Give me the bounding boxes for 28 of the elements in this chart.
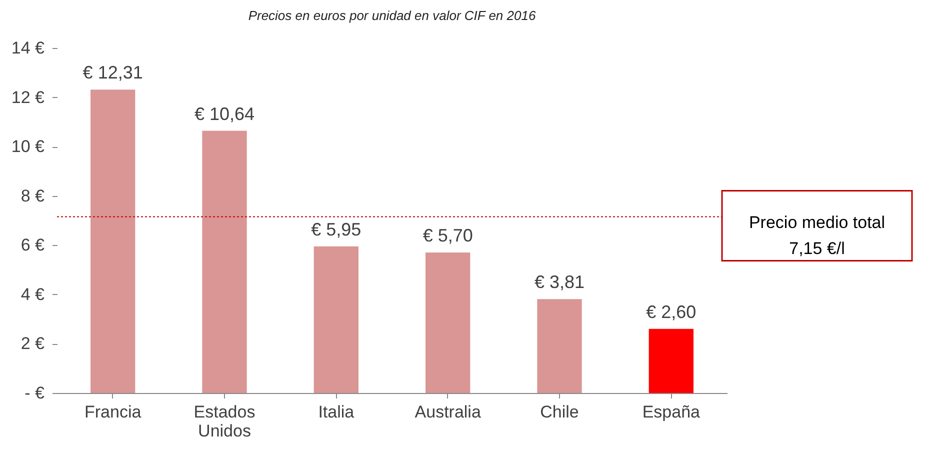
x-tick-label: España [642, 402, 701, 422]
x-tick-label: Italia [318, 402, 355, 422]
x-tick-label: Australia [414, 402, 482, 422]
data-label: € 12,31 [82, 62, 143, 83]
y-tick-label: 14 € [11, 38, 46, 58]
y-tick-label: 8 € [20, 186, 46, 206]
data-label: € 2,60 [646, 302, 696, 322]
y-tick-label: 4 € [20, 284, 46, 304]
data-label: € 10,64 [194, 104, 255, 124]
bar [314, 246, 358, 393]
data-label: € 5,70 [422, 226, 473, 246]
bar [90, 90, 136, 393]
y-tick-label: 12 € [11, 88, 46, 107]
y-tick-label: - € [24, 384, 46, 402]
x-tick-label: Chile [540, 402, 579, 422]
bar [426, 252, 470, 393]
bar [202, 130, 247, 393]
chart-title: Precios en euros por unidad en valor CIF en 2016 [248, 8, 536, 23]
y-tick-label: 6 € [20, 236, 46, 255]
ref-line-label: Precio medio total 7,15 €/l [748, 212, 886, 258]
x-tick-label: Francia [84, 402, 142, 422]
y-tick-label: 2 € [20, 334, 46, 354]
x-tick-label: Estados Unidos [194, 402, 256, 440]
data-label: € 5,95 [311, 219, 362, 240]
y-tick-label: 10 € [11, 137, 46, 156]
bar [537, 299, 582, 393]
bar [648, 328, 694, 393]
data-label: € 3,81 [534, 272, 585, 292]
